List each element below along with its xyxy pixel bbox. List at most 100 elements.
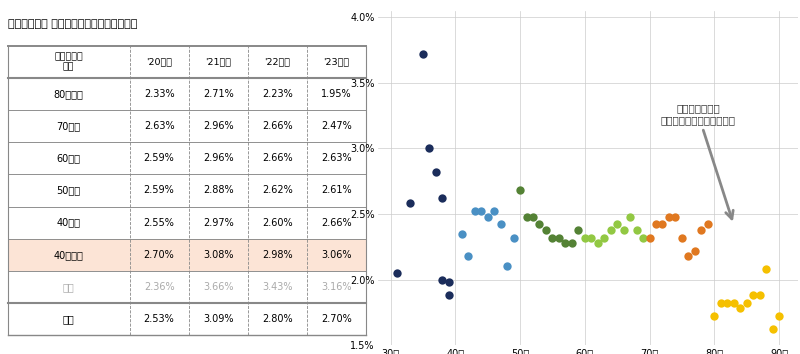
Point (682, 253, 694, 259)
Text: 2.63%: 2.63% (144, 121, 174, 131)
Text: 不明: 不明 (62, 282, 74, 292)
Point (598, 235, 610, 240)
Text: 50歳代: 50歳代 (57, 185, 81, 195)
Text: 2.59%: 2.59% (144, 185, 174, 195)
Point (403, 201, 416, 206)
Point (591, 240, 604, 246)
Point (630, 227, 643, 233)
Point (695, 227, 708, 233)
Point (578, 235, 591, 240)
Text: 高齢になるほど
利益率は右肩下がりの傾向: 高齢になるほど 利益率は右肩下がりの傾向 (661, 103, 735, 219)
Point (526, 214, 539, 219)
Point (773, 313, 786, 319)
Point (423, 145, 436, 151)
Text: 2.33%: 2.33% (144, 89, 174, 99)
Text: 3.43%: 3.43% (262, 282, 293, 292)
Point (442, 292, 455, 298)
Text: 2.60%: 2.60% (262, 218, 293, 228)
Point (734, 306, 746, 311)
Text: 2.98%: 2.98% (262, 250, 293, 260)
Point (610, 222, 623, 227)
Point (650, 222, 662, 227)
Text: 2.96%: 2.96% (203, 121, 234, 131)
Point (494, 222, 507, 227)
Text: 代表者年齢別 経常利益率（中央値）の推移: 代表者年齢別 経常利益率（中央値）の推移 (8, 19, 137, 29)
Point (520, 214, 533, 219)
Point (514, 188, 526, 193)
Text: 2.88%: 2.88% (203, 185, 234, 195)
Text: 2.55%: 2.55% (144, 218, 174, 228)
Point (559, 240, 572, 246)
Point (417, 51, 430, 57)
Text: 2.36%: 2.36% (144, 282, 174, 292)
Point (539, 227, 552, 233)
Text: 2.80%: 2.80% (262, 314, 293, 324)
Text: 1.95%: 1.95% (321, 89, 352, 99)
Text: 2.63%: 2.63% (321, 153, 352, 163)
Point (656, 222, 669, 227)
Point (436, 195, 449, 201)
Point (618, 227, 630, 233)
Point (488, 209, 501, 214)
Text: 40歳代: 40歳代 (57, 218, 81, 228)
Text: 2.61%: 2.61% (321, 185, 352, 195)
Bar (8, 239, 366, 271)
Point (572, 227, 585, 233)
Text: 3.16%: 3.16% (322, 282, 352, 292)
Point (604, 227, 617, 233)
Point (643, 235, 656, 240)
Point (566, 240, 578, 246)
Point (474, 209, 487, 214)
Point (507, 235, 520, 240)
Point (727, 300, 740, 306)
Point (746, 292, 759, 298)
Point (714, 300, 727, 306)
Text: 2.23%: 2.23% (262, 89, 293, 99)
Point (468, 209, 481, 214)
Point (390, 270, 403, 276)
Point (482, 214, 494, 219)
Point (689, 248, 702, 253)
Point (669, 214, 682, 219)
Point (708, 313, 721, 319)
Text: 2.66%: 2.66% (321, 218, 352, 228)
Text: 70歳代: 70歳代 (57, 121, 81, 131)
Text: 2.70%: 2.70% (321, 314, 352, 324)
Point (436, 277, 449, 282)
Point (740, 300, 753, 306)
Text: 2.53%: 2.53% (144, 314, 174, 324)
Text: '20年度: '20年度 (146, 57, 172, 66)
Text: 2.59%: 2.59% (144, 153, 174, 163)
Text: '22年度: '22年度 (264, 57, 290, 66)
Point (462, 253, 474, 259)
Text: 2.97%: 2.97% (203, 218, 234, 228)
Point (533, 222, 546, 227)
Point (760, 266, 773, 272)
Point (553, 235, 566, 240)
Text: 3.06%: 3.06% (322, 250, 352, 260)
Text: 2.62%: 2.62% (262, 185, 293, 195)
Text: 2.70%: 2.70% (144, 250, 174, 260)
Point (753, 292, 766, 298)
Point (766, 327, 779, 332)
Text: 代表者年齢
区分: 代表者年齢 区分 (54, 52, 83, 72)
Text: '21年度: '21年度 (206, 57, 231, 66)
Point (702, 222, 714, 227)
Point (624, 214, 637, 219)
Text: 2.66%: 2.66% (262, 153, 293, 163)
Text: 2.66%: 2.66% (262, 121, 293, 131)
Point (585, 235, 598, 240)
Text: 80歳以上: 80歳以上 (54, 89, 83, 99)
Point (662, 214, 675, 219)
Text: 2.96%: 2.96% (203, 153, 234, 163)
Point (721, 300, 734, 306)
Text: 全体: 全体 (62, 314, 74, 324)
Text: 3.09%: 3.09% (203, 314, 234, 324)
Text: 40歳未満: 40歳未満 (54, 250, 83, 260)
Text: 60歳代: 60歳代 (57, 153, 81, 163)
Point (637, 235, 650, 240)
Point (455, 231, 468, 236)
Point (675, 235, 688, 240)
Point (430, 169, 442, 175)
Text: 3.08%: 3.08% (203, 250, 234, 260)
